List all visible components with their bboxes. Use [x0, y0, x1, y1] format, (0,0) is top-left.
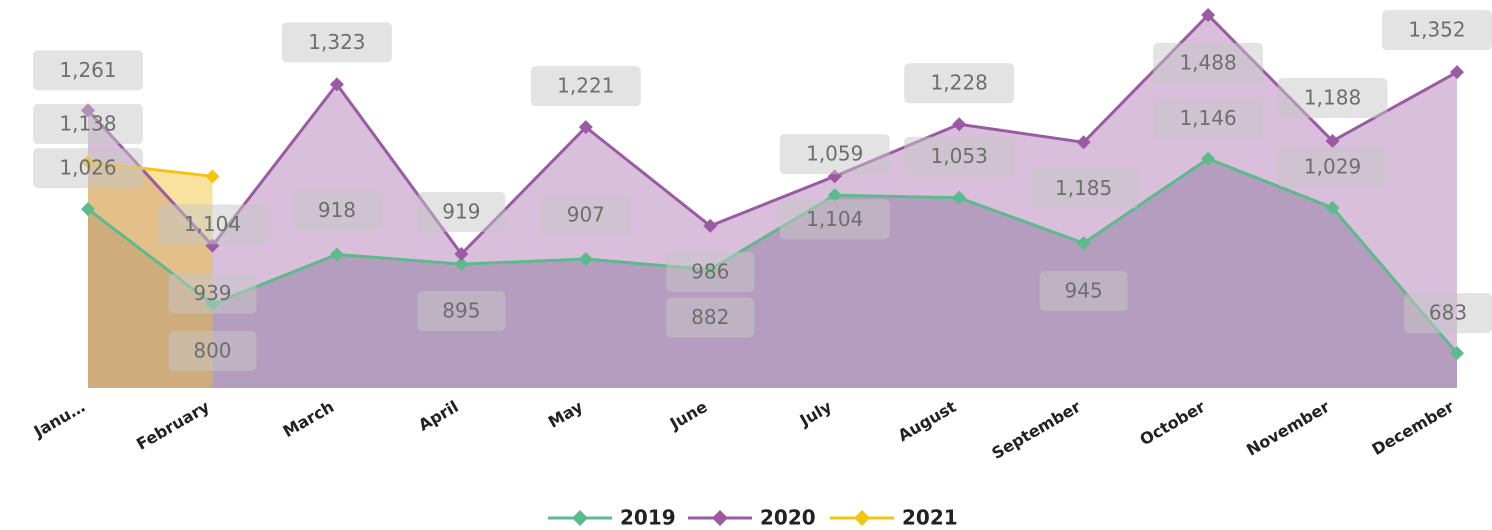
label-box [1153, 43, 1264, 84]
label-box [666, 251, 755, 292]
data-label: 907 [567, 203, 605, 227]
label-box [33, 148, 143, 189]
legend-label: 2021 [902, 506, 958, 530]
marker [205, 169, 220, 184]
data-label: 986 [691, 259, 729, 283]
label-box [779, 199, 890, 240]
marker [1325, 134, 1340, 149]
marker [1450, 346, 1464, 361]
data-label: 1,185 [1055, 176, 1112, 200]
label-box [666, 297, 755, 338]
label-box [417, 192, 506, 233]
data-label: 939 [193, 281, 231, 305]
label-box [281, 22, 392, 63]
legend-label: 2019 [620, 506, 676, 530]
line [87, 156, 1459, 355]
label-box [33, 104, 143, 145]
legend-marker [572, 510, 588, 526]
data-label: 1,104 [184, 212, 241, 236]
data-label: 800 [193, 339, 231, 363]
marker [1450, 65, 1464, 80]
marker [1076, 135, 1091, 150]
label-box [530, 66, 641, 107]
data-label: 1,488 [1179, 51, 1236, 75]
marker [703, 218, 718, 233]
marker [454, 257, 469, 272]
data-label: 1,228 [931, 71, 988, 95]
label-box [1277, 146, 1388, 187]
label-box [33, 50, 143, 91]
data-label: 919 [442, 200, 480, 224]
marker [1325, 200, 1340, 215]
label-box [168, 331, 257, 371]
marker [81, 202, 95, 217]
marker [329, 77, 344, 92]
data-label: 882 [691, 305, 729, 329]
x-tick-label: April [415, 397, 461, 435]
marker [827, 188, 842, 203]
data-label: 1,029 [1304, 154, 1361, 178]
label-box [1153, 98, 1264, 139]
legend-marker [854, 510, 870, 526]
marker [952, 117, 967, 132]
x-tick-label: September [988, 397, 1084, 463]
data-label: 1,053 [931, 144, 988, 168]
data-label: 1,188 [1304, 86, 1361, 110]
label-box [904, 136, 1015, 177]
label-box [779, 134, 890, 175]
x-tick-label: May [545, 397, 587, 432]
label-box [1404, 293, 1492, 334]
data-label: 918 [318, 198, 356, 222]
x-tick-label: June [666, 397, 711, 434]
marker [454, 247, 469, 262]
data-label: 945 [1065, 279, 1103, 303]
marker [329, 247, 344, 262]
x-tick-label: August [895, 397, 960, 446]
x-tick-label: Janu… [30, 397, 88, 442]
data-label: 1,323 [308, 30, 365, 54]
x-tick-label: December [1369, 397, 1458, 459]
marker [578, 252, 593, 267]
x-tick-label: March [280, 397, 338, 441]
x-tick-label: November [1243, 397, 1333, 460]
label-box [1277, 78, 1388, 119]
data-label: 683 [1429, 301, 1467, 325]
label-box [541, 195, 630, 236]
marker [1201, 151, 1216, 166]
marker [578, 120, 593, 135]
x-tick-label: October [1137, 397, 1209, 449]
data-label: 1,146 [1179, 106, 1236, 130]
marker [952, 190, 967, 205]
data-label: 1,221 [557, 74, 614, 98]
label-box [1039, 271, 1128, 312]
line [86, 12, 1458, 257]
legend-label: 2020 [760, 506, 816, 530]
marker [1201, 8, 1216, 23]
label-box [292, 190, 381, 231]
data-label: 1,261 [59, 58, 116, 82]
data-label: 1,104 [806, 207, 863, 231]
data-label: 1,138 [59, 112, 116, 136]
label-box [1382, 10, 1492, 51]
label-box [1028, 168, 1139, 209]
marker [1076, 236, 1091, 251]
label-box [417, 291, 506, 332]
label-box [168, 273, 257, 314]
x-tick-label: July [796, 397, 836, 431]
legend-marker [712, 510, 728, 526]
data-label: 1,059 [806, 142, 863, 166]
label-box [157, 204, 268, 245]
data-label: 1,026 [59, 156, 116, 180]
data-label: 1,352 [1408, 18, 1465, 42]
label-box [904, 63, 1015, 104]
x-tick-label: February [133, 397, 213, 454]
data-label: 895 [442, 299, 480, 323]
